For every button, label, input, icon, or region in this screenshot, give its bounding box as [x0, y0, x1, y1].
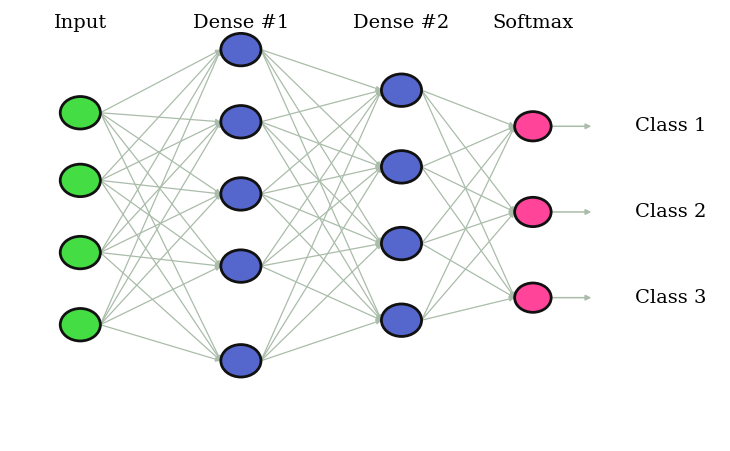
Text: Dense #2: Dense #2: [353, 14, 450, 32]
Ellipse shape: [221, 345, 261, 377]
Ellipse shape: [382, 151, 422, 183]
Ellipse shape: [60, 164, 101, 197]
Ellipse shape: [515, 111, 551, 141]
Text: Input: Input: [54, 14, 107, 32]
Ellipse shape: [60, 236, 101, 269]
Ellipse shape: [221, 33, 261, 66]
Ellipse shape: [60, 308, 101, 341]
Ellipse shape: [515, 283, 551, 312]
Text: Softmax: Softmax: [492, 14, 574, 32]
Ellipse shape: [382, 74, 422, 106]
Text: Dense #1: Dense #1: [193, 14, 289, 32]
Ellipse shape: [382, 304, 422, 336]
Text: Class 2: Class 2: [635, 203, 707, 221]
Ellipse shape: [515, 198, 551, 226]
Ellipse shape: [221, 106, 261, 138]
Ellipse shape: [382, 227, 422, 260]
Ellipse shape: [221, 178, 261, 210]
Ellipse shape: [221, 250, 261, 282]
Ellipse shape: [60, 97, 101, 129]
Text: Class 1: Class 1: [635, 117, 707, 135]
Text: Class 3: Class 3: [635, 289, 707, 307]
